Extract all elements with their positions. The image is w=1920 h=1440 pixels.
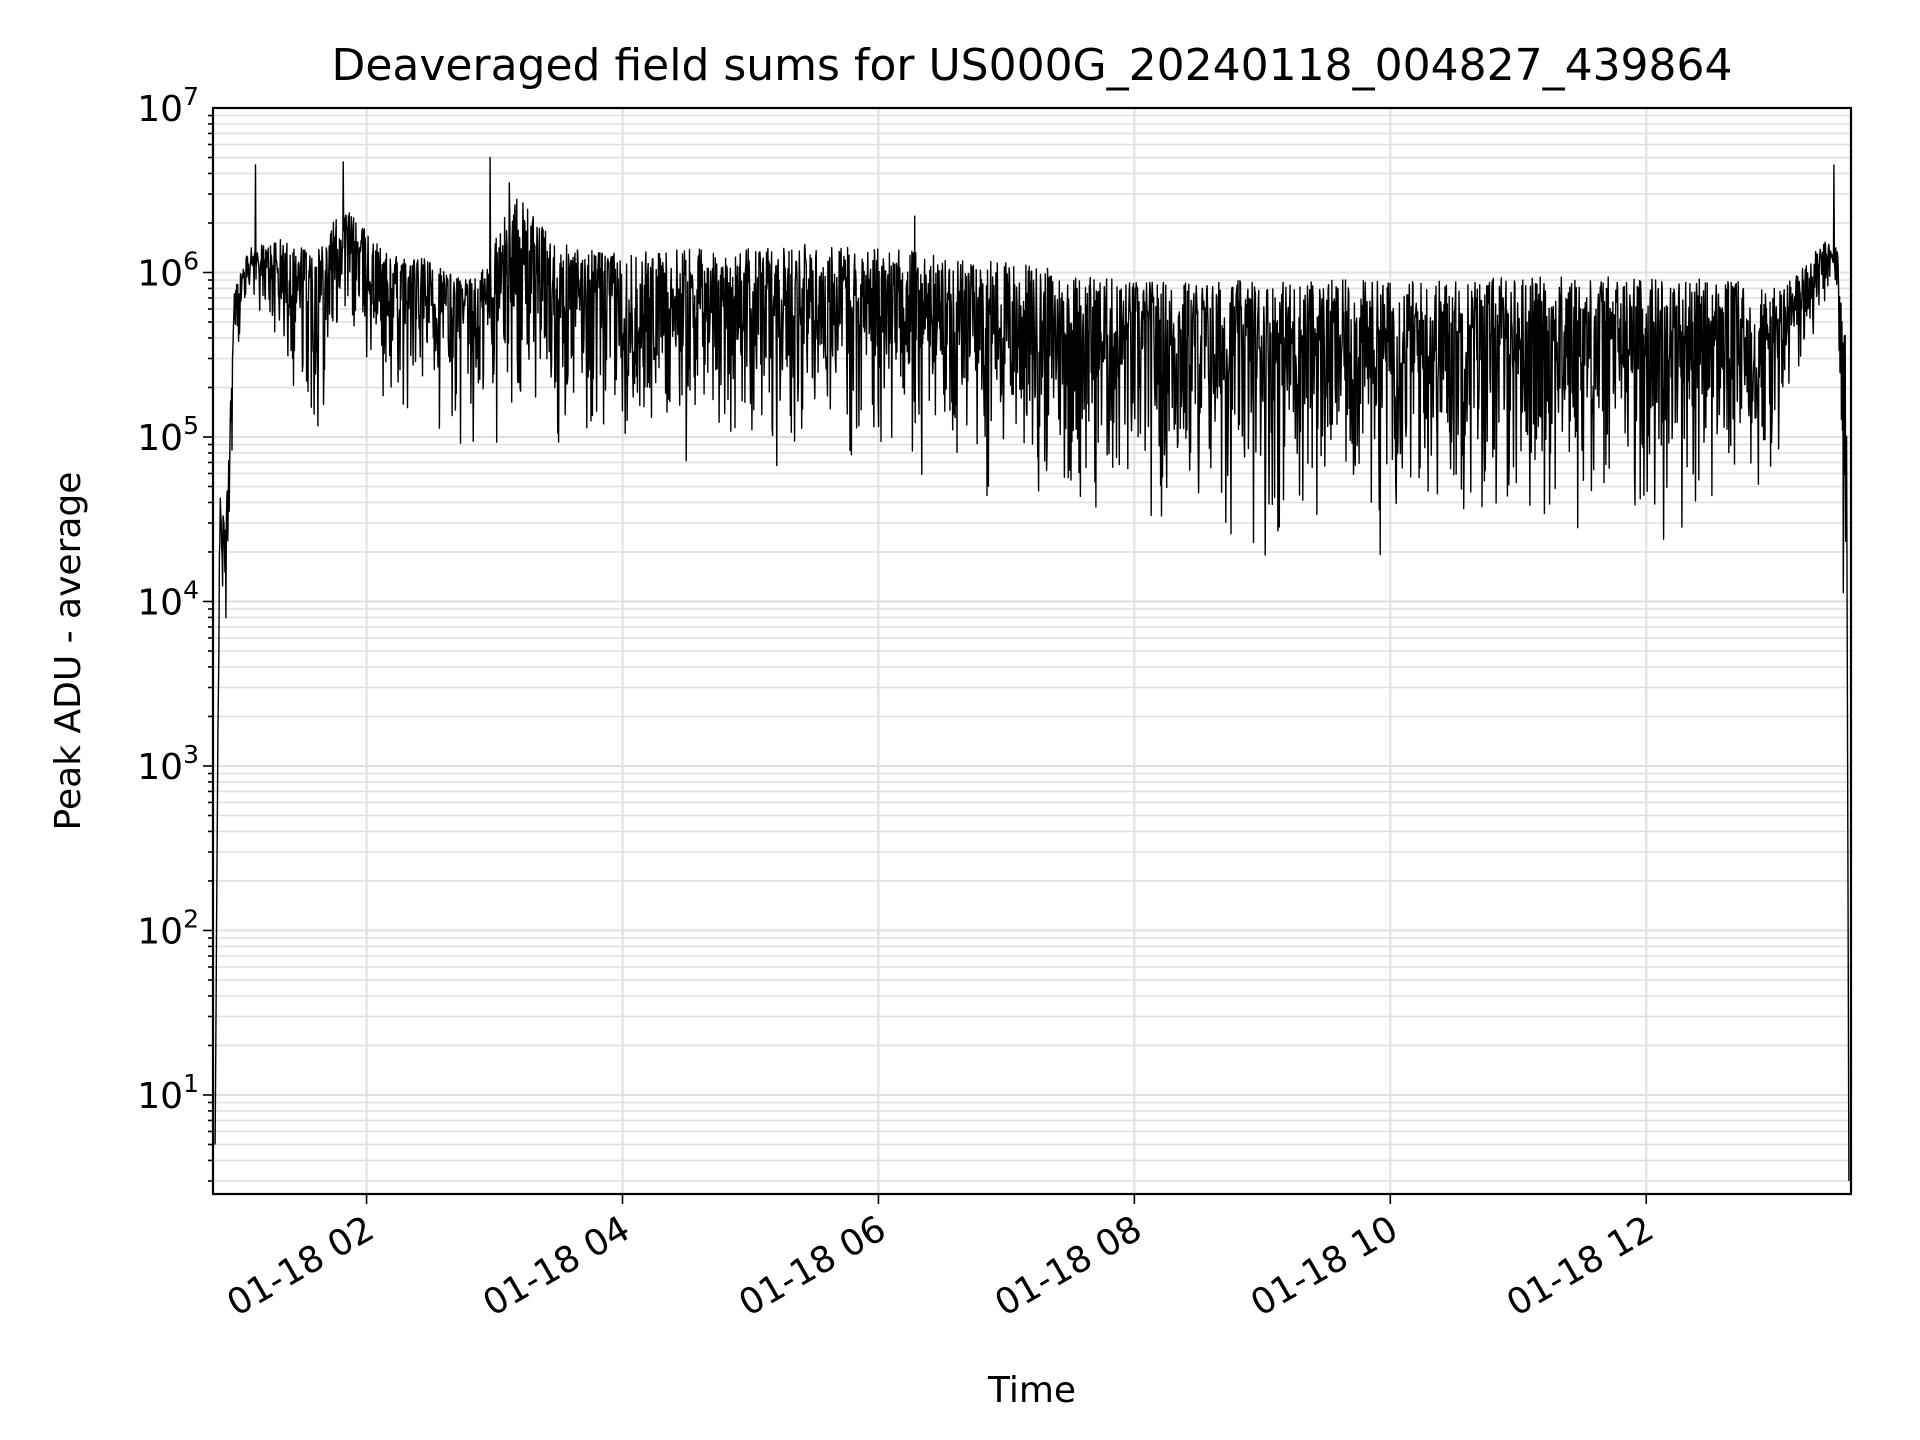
y-tick-label: 105 <box>137 411 199 459</box>
series-line <box>214 156 1850 1182</box>
y-tick-base: 10 <box>137 253 183 294</box>
y-tick-label: 102 <box>137 904 199 952</box>
x-axis-label: Time <box>987 1370 1076 1411</box>
y-tick-exponent: 2 <box>183 904 199 933</box>
y-tick-base: 10 <box>137 747 183 788</box>
y-tick-label: 107 <box>137 82 199 130</box>
y-axis-label: Peak ADU - average <box>48 472 89 831</box>
y-tick-exponent: 1 <box>183 1069 199 1098</box>
y-tick-label: 103 <box>137 740 199 788</box>
y-tick-base: 10 <box>137 418 183 459</box>
y-tick-base: 10 <box>137 1076 183 1117</box>
chart-title: Deaveraged field sums for US000G_2024011… <box>331 40 1732 91</box>
y-tick-exponent: 5 <box>183 411 199 440</box>
y-tick-base: 10 <box>137 582 183 623</box>
y-tick-base: 10 <box>137 911 183 952</box>
y-tick-label: 101 <box>137 1069 199 1117</box>
y-tick-exponent: 6 <box>183 246 199 275</box>
y-tick-label: 104 <box>137 575 199 623</box>
y-tick-exponent: 7 <box>183 82 199 111</box>
y-tick-exponent: 3 <box>183 740 199 769</box>
y-tick-label: 106 <box>137 246 199 294</box>
y-tick-base: 10 <box>137 89 183 130</box>
series-line-path <box>214 156 1850 1182</box>
y-tick-exponent: 4 <box>183 575 199 604</box>
